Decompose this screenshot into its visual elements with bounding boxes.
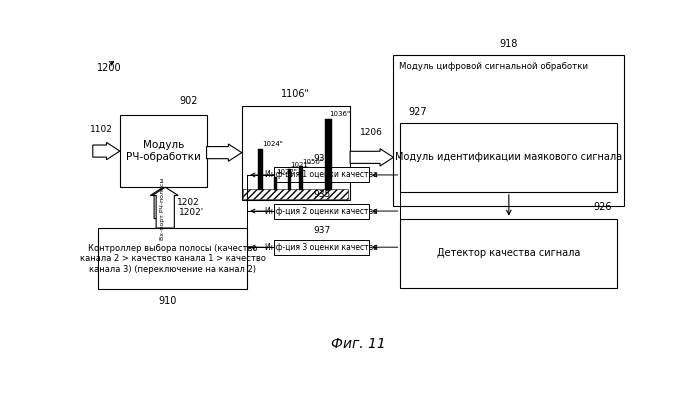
Text: Детектор качества сигнала: Детектор качества сигнала: [437, 248, 581, 258]
Text: 1024": 1024": [262, 141, 282, 147]
Bar: [98, 228, 247, 289]
Text: Инф-ция 1 оценки качества: Инф-ция 1 оценки качества: [266, 171, 378, 180]
Bar: [242, 106, 350, 200]
Text: 926: 926: [593, 202, 612, 212]
Text: 927: 927: [409, 106, 427, 117]
Polygon shape: [207, 144, 242, 161]
Text: 1102: 1102: [90, 125, 113, 134]
Text: Инф-ция 3 оценки качества: Инф-ция 3 оценки качества: [265, 243, 378, 252]
Text: 902: 902: [180, 95, 198, 106]
Text: Модуль цифровой сигнальной обработки: Модуль цифровой сигнальной обработки: [399, 62, 588, 71]
Text: 1021": 1021": [291, 162, 312, 168]
Polygon shape: [93, 142, 120, 160]
Text: 1206: 1206: [361, 128, 383, 137]
Bar: [274, 204, 369, 219]
Bar: [299, 166, 303, 190]
Text: Модуль идентификации маякового сигнала: Модуль идентификации маякового сигнала: [395, 152, 622, 162]
Text: Вх-порт РЧ-полосы: Вх-порт РЧ-полосы: [160, 178, 165, 240]
Bar: [259, 149, 263, 190]
Text: Фиг. 11: Фиг. 11: [331, 337, 386, 350]
Text: 1106": 1106": [282, 89, 310, 99]
Text: Инф-ция 2 оценки качества: Инф-ция 2 оценки качества: [266, 206, 378, 215]
Polygon shape: [152, 187, 178, 228]
Bar: [274, 167, 369, 182]
Bar: [325, 119, 332, 190]
Text: 1036": 1036": [329, 111, 351, 118]
Bar: [274, 239, 369, 255]
Text: 1022": 1022": [276, 169, 297, 175]
Text: f₀: f₀: [160, 198, 166, 207]
Text: 910: 910: [158, 295, 176, 306]
Polygon shape: [150, 187, 176, 219]
Bar: [401, 123, 617, 192]
Bar: [274, 177, 277, 190]
Bar: [120, 115, 207, 187]
Text: Модуль
РЧ-обработки: Модуль РЧ-обработки: [126, 140, 201, 162]
Bar: [287, 169, 291, 190]
Text: 1200: 1200: [97, 63, 122, 73]
Text: Контроллер выбора полосы (качество
канала 2 > качество канала 1 > качество
канал: Контроллер выбора полосы (качество канал…: [80, 244, 266, 273]
Text: 1050": 1050": [303, 159, 324, 164]
Text: 935: 935: [313, 190, 331, 199]
Text: 1202: 1202: [177, 198, 199, 207]
Bar: [394, 55, 624, 206]
Polygon shape: [350, 149, 394, 166]
Text: 933: 933: [313, 154, 331, 163]
Bar: [401, 219, 617, 288]
Bar: [243, 189, 349, 199]
Text: 937: 937: [313, 226, 331, 235]
Text: 1202': 1202': [179, 208, 204, 217]
Text: 918: 918: [499, 39, 518, 49]
